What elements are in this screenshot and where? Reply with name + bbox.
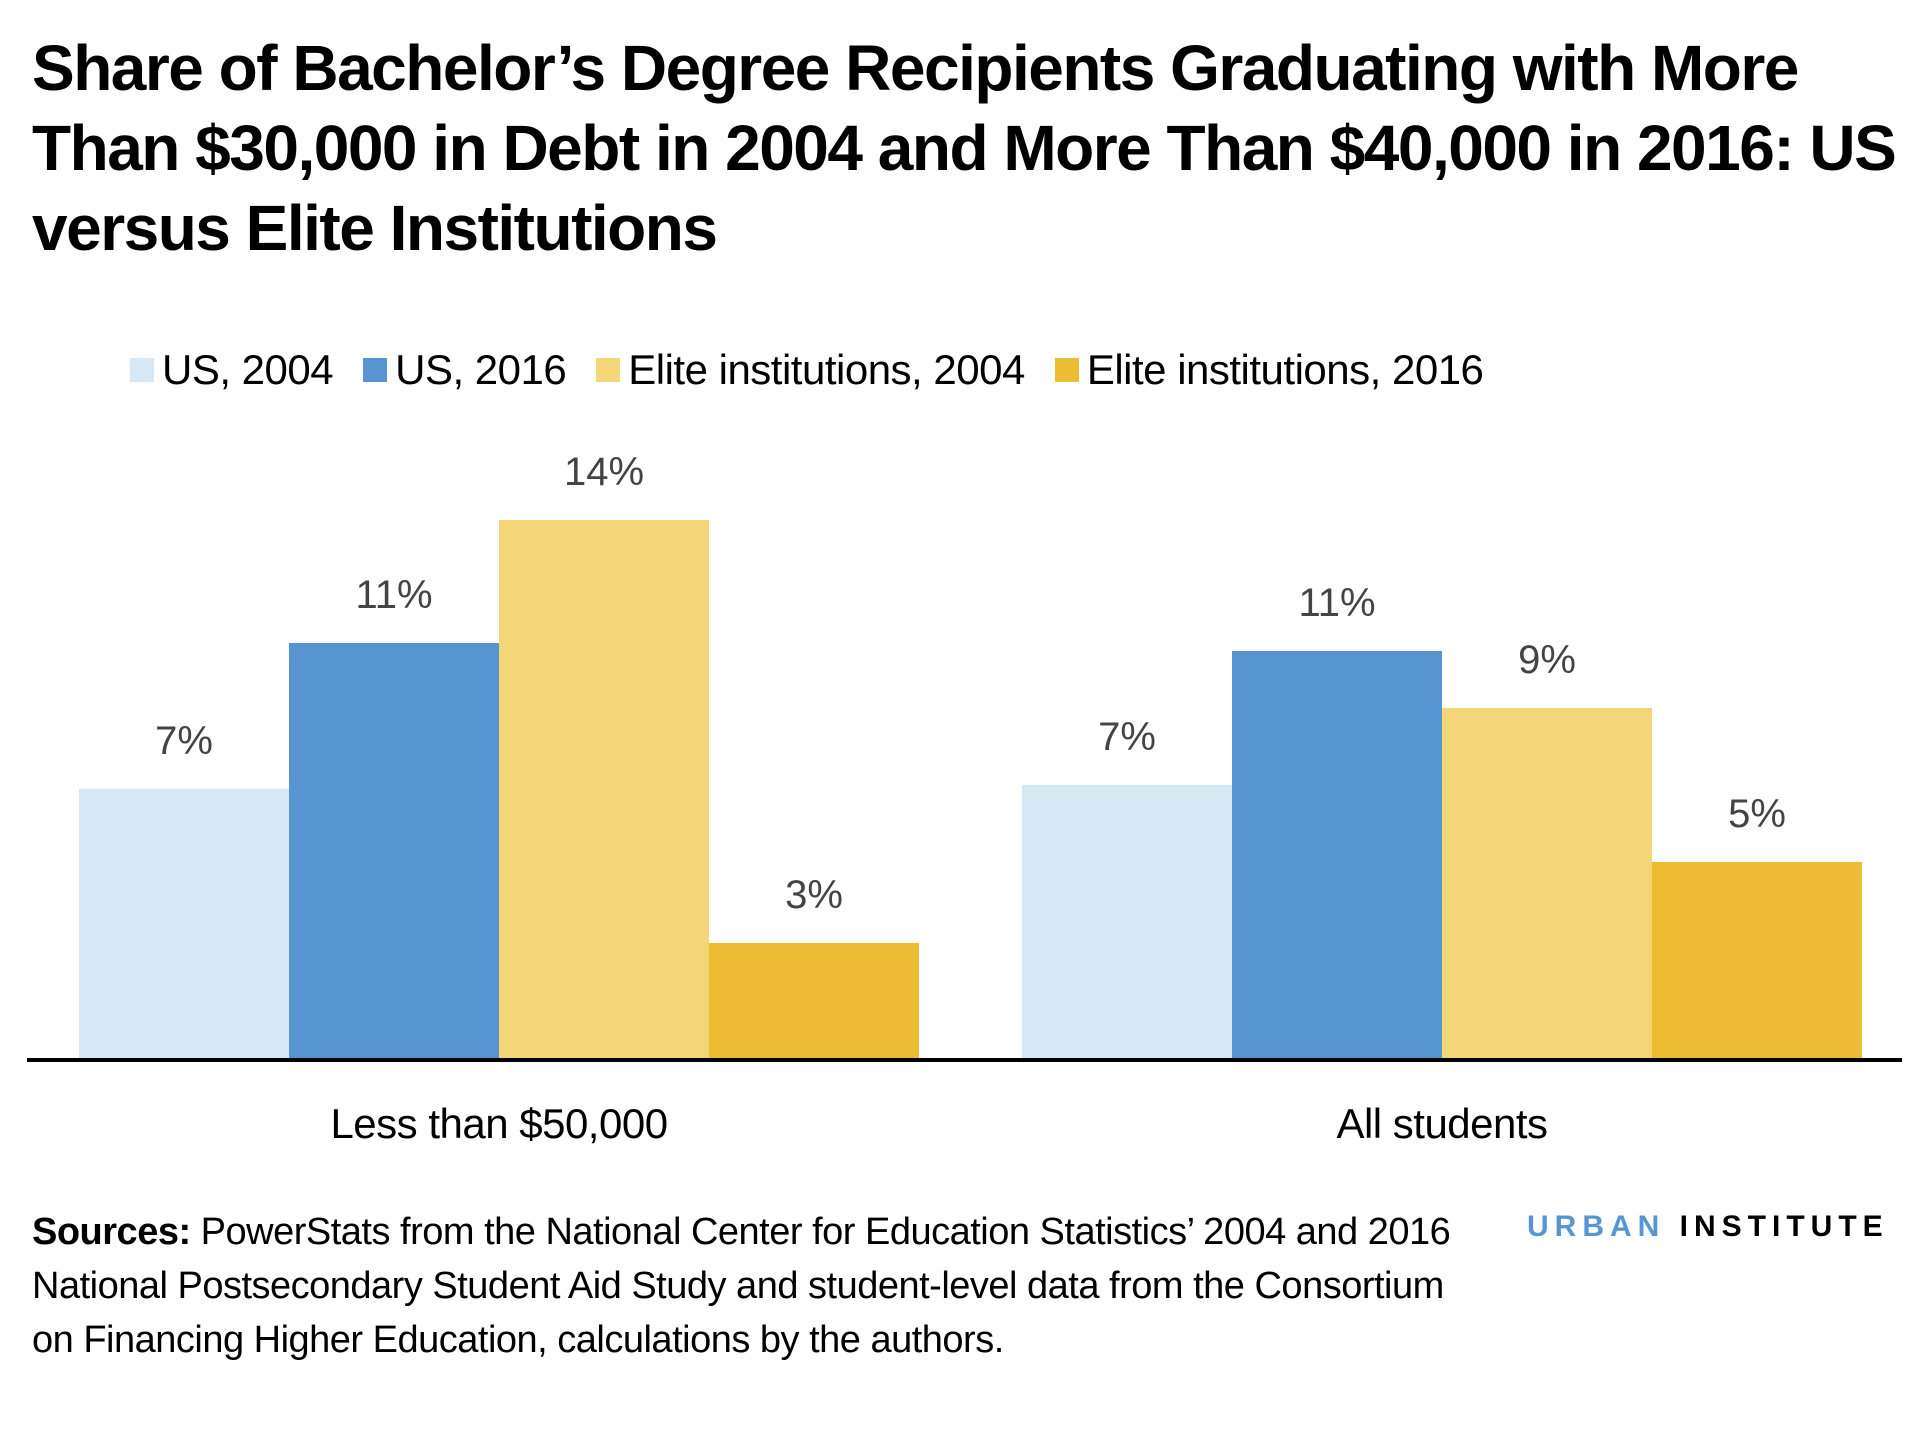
bar [79, 789, 289, 1058]
chart-title: Share of Bachelor’s Degree Recipients Gr… [32, 32, 1897, 264]
bar [499, 520, 709, 1058]
bar [1022, 785, 1232, 1058]
legend-item-us-2004: US, 2004 [130, 346, 334, 394]
category-label: All students [1336, 1100, 1548, 1147]
legend-item-elite-2016: Elite institutions, 2016 [1054, 346, 1484, 394]
logo-urban: URBAN [1527, 1210, 1666, 1243]
x-axis-line [27, 1058, 1902, 1062]
source-text: PowerStats from the National Center for … [32, 1211, 1451, 1361]
legend-label: Elite institutions, 2016 [1086, 346, 1484, 393]
legend-swatch-icon [596, 358, 621, 382]
source-prefix: Sources: [32, 1211, 191, 1253]
bar [1232, 651, 1442, 1058]
legend-item-us-2016: US, 2016 [363, 346, 567, 394]
bar [289, 643, 499, 1058]
urban-institute-logo: URBAN INSTITUTE [1527, 1210, 1889, 1244]
bar-value-label: 11% [355, 573, 433, 617]
bar-value-label: 7% [1098, 715, 1156, 759]
legend-item-elite-2004: Elite institutions, 2004 [596, 346, 1025, 394]
bar [709, 943, 919, 1058]
legend-swatch-icon [1054, 358, 1079, 382]
bar-value-label: 5% [1728, 792, 1786, 836]
bar-value-label: 7% [155, 719, 213, 763]
bar-value-label: 9% [1518, 638, 1576, 682]
legend: US, 2004 US, 2016 Elite institutions, 20… [130, 340, 1513, 400]
legend-label: US, 2016 [395, 346, 567, 393]
bar-value-label: 3% [785, 873, 843, 917]
bar [1442, 708, 1652, 1058]
legend-swatch-icon [130, 358, 154, 382]
legend-swatch-icon [363, 358, 388, 382]
legend-label: US, 2004 [162, 346, 334, 393]
legend-label: Elite institutions, 2004 [628, 346, 1025, 393]
logo-institute: INSTITUTE [1679, 1210, 1889, 1243]
bar-value-label: 14% [563, 450, 645, 494]
bar-value-label: 11% [1298, 581, 1376, 625]
source-note: Sources: PowerStats from the National Ce… [32, 1205, 1472, 1367]
category-label: Less than $50,000 [330, 1100, 668, 1147]
bar [1652, 862, 1862, 1058]
